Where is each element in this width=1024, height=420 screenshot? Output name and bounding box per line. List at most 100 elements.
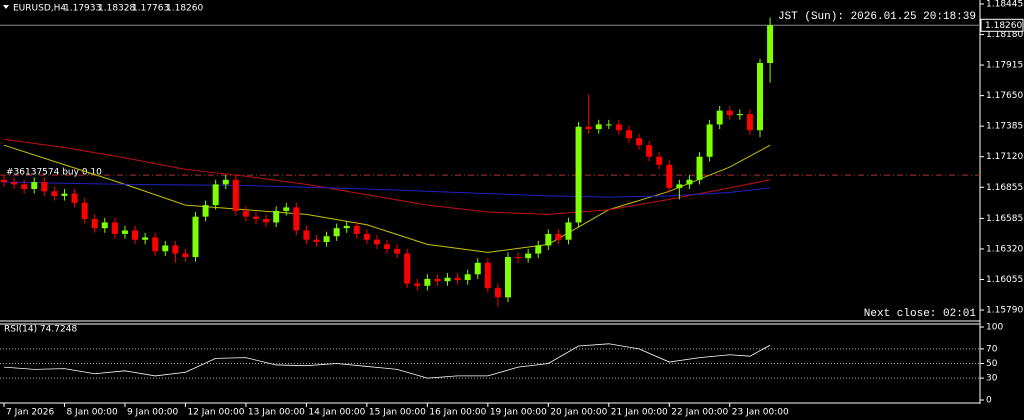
candle-body: [605, 124, 612, 126]
candle-body: [525, 253, 532, 259]
candle-body: [202, 205, 209, 217]
candle-body: [303, 230, 310, 240]
candle-body: [424, 278, 431, 286]
candle-body: [333, 228, 340, 237]
menu-arrow[interactable]: [3, 5, 9, 9]
candle-body: [81, 202, 88, 219]
candle-body: [293, 207, 300, 231]
candle-body: [575, 126, 582, 223]
x-tick-label: 16 Jan 00:00: [429, 408, 486, 418]
candle-body: [121, 230, 128, 234]
candle-body: [51, 191, 58, 196]
x-tick-label: 22 Jan 00:00: [671, 408, 728, 418]
candle-body: [404, 253, 411, 284]
candle-body: [222, 179, 229, 185]
x-tick-label: 7 Jan 2026: [6, 408, 54, 418]
y-tick-label: 70: [986, 344, 998, 354]
candle-body: [101, 222, 108, 229]
candle-body: [1, 179, 7, 183]
candle-body: [696, 156, 703, 180]
candle-body: [11, 182, 18, 185]
candle-body: [716, 110, 723, 125]
rsi-title: RSI(14) 74.7248: [4, 325, 77, 335]
rsi-line: [3, 343, 771, 379]
x-tick-label: 12 Jan 00:00: [187, 408, 244, 418]
candle-body: [636, 138, 643, 146]
candle-body: [353, 225, 360, 234]
x-tick-label: 21 Jan 00:00: [611, 408, 668, 418]
y-tick-label: 1.18445: [986, 0, 1023, 9]
candle-body: [726, 110, 733, 116]
candle-body: [132, 230, 139, 240]
y-tick-label: 1.17120: [986, 152, 1023, 162]
y-tick-label: 1.16585: [986, 214, 1023, 224]
candle-body: [373, 239, 380, 245]
candle-body: [484, 262, 491, 289]
candle-body: [757, 62, 763, 131]
y-tick-label: 1.17915: [986, 61, 1023, 71]
y-tick-label: 30: [986, 374, 998, 384]
candle-body: [515, 257, 522, 259]
x-tick-label: 15 Jan 00:00: [369, 408, 426, 418]
y-tick-label: 1.17650: [986, 91, 1023, 101]
y-tick-label: 1.15790: [986, 306, 1023, 316]
candle-body: [182, 253, 189, 258]
candle-body: [656, 156, 663, 165]
x-tick-label: 14 Jan 00:00: [308, 408, 365, 418]
candle-body: [454, 277, 461, 281]
x-tick-label: 9 Jan 00:00: [127, 408, 179, 418]
candle-body: [242, 210, 249, 217]
x-tick-label: 23 Jan 00:00: [732, 408, 789, 418]
candle-body: [61, 193, 68, 196]
symbol: EURUSD,H4: [13, 4, 66, 14]
candle-body: [323, 236, 330, 243]
candle-body: [646, 145, 653, 157]
moving-average: [3, 138, 771, 215]
x-tick-label: 8 Jan 00:00: [66, 408, 118, 418]
candle-body: [162, 245, 169, 252]
candle-body: [464, 274, 471, 281]
x-tick-label: 19 Jan 00:00: [490, 408, 547, 418]
candle-body: [585, 126, 592, 130]
candle-body: [414, 283, 421, 286]
y-tick-label: 1.16055: [986, 275, 1023, 285]
y-tick-label: 1.16320: [986, 244, 1023, 254]
candle-body: [343, 225, 350, 229]
candle-body: [444, 277, 451, 282]
candle-body: [384, 244, 391, 249]
candle-body: [615, 124, 622, 131]
next-close: Next close: 02:01: [864, 308, 977, 320]
candle-body: [505, 257, 511, 298]
candle-body: [666, 164, 673, 188]
candle-body: [152, 237, 159, 252]
candle-body: [676, 184, 683, 188]
ohlc-open: 1.17933: [64, 4, 101, 14]
candle-body: [172, 245, 179, 254]
candle-body: [253, 216, 259, 219]
candle-body: [232, 179, 239, 211]
candle-body: [535, 245, 542, 254]
ohlc-low: 1.17763: [132, 4, 169, 14]
candle-body: [71, 193, 78, 203]
candle-body: [21, 184, 28, 189]
candle-body: [273, 210, 280, 223]
candle-body: [434, 278, 441, 282]
candle-body: [111, 222, 118, 234]
x-tick-label: 20 Jan 00:00: [550, 408, 607, 418]
candle-body: [91, 218, 98, 229]
candle-body: [394, 248, 401, 254]
candle-body: [494, 288, 501, 298]
candle-body: [555, 233, 562, 240]
x-tick-label: 13 Jan 00:00: [248, 408, 305, 418]
candle-body: [625, 130, 632, 139]
candle-body: [767, 25, 774, 63]
price-label-box: [980, 18, 1024, 32]
candle-body: [686, 179, 693, 185]
candle-body: [474, 262, 481, 275]
candle-body: [192, 216, 199, 258]
candle-body: [41, 182, 48, 192]
candle-body: [595, 124, 602, 130]
order-label: #36137574 buy 0.10: [6, 168, 102, 178]
